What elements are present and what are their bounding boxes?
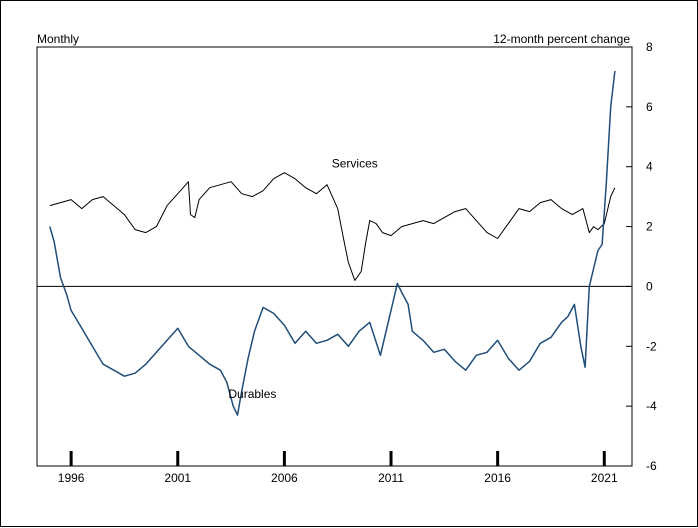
x-tick-label: 2006	[271, 471, 298, 485]
y-tick-label: 4	[646, 160, 653, 174]
left-axis-label: Monthly	[37, 32, 79, 46]
x-tick	[389, 451, 393, 466]
plot-area-border	[36, 46, 633, 467]
y-tick-label: -4	[646, 399, 657, 413]
y-tick-label: 8	[646, 40, 653, 54]
y-tick-label: 6	[646, 100, 653, 114]
x-tick	[602, 451, 606, 466]
x-tick-label: 2016	[484, 471, 511, 485]
services-series-line	[49, 172, 616, 281]
x-tick	[496, 451, 500, 466]
x-tick	[69, 451, 73, 466]
durables-annotation: Durables	[228, 387, 276, 401]
y-tick-label: 0	[646, 279, 653, 293]
x-tick-label: 2021	[591, 471, 618, 485]
x-tick	[176, 451, 180, 466]
x-tick-label: 2011	[378, 471, 404, 485]
y-tick-label: -6	[646, 459, 657, 473]
right-axis-label: 12-month percent change	[493, 32, 630, 46]
series-layer	[49, 70, 616, 416]
x-tick-label: 1996	[58, 471, 85, 485]
y-tick-label: 2	[646, 220, 653, 234]
services-annotation: Services	[332, 157, 378, 171]
durables-series-line	[49, 70, 616, 416]
x-tick-label: 2001	[164, 471, 191, 485]
ticks-layer: 8 6 4 2 0 -2 -4 -6 1996 2001 2006 2011 2016 2021	[37, 40, 657, 485]
y-tick-label: -2	[646, 339, 657, 353]
x-tick	[282, 451, 286, 466]
